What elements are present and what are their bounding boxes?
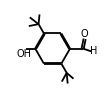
Text: H: H — [90, 46, 97, 56]
Text: OH: OH — [16, 49, 31, 59]
Text: O: O — [80, 29, 88, 39]
